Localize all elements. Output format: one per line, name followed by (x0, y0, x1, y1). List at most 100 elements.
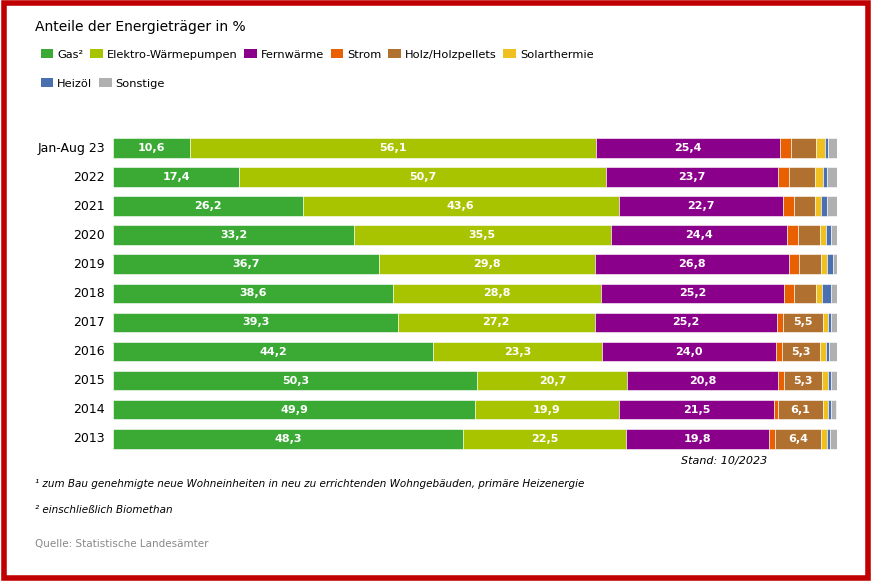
Bar (816, 284, 822, 303)
Text: 24,4: 24,4 (685, 230, 712, 241)
Bar (827, 429, 830, 449)
Text: 35,5: 35,5 (468, 230, 495, 241)
Text: 21,5: 21,5 (683, 404, 710, 415)
Bar (782, 342, 821, 361)
Bar (113, 254, 379, 274)
Bar (596, 138, 780, 158)
Bar (791, 138, 816, 158)
Text: 39,3: 39,3 (242, 317, 269, 328)
Bar (794, 196, 815, 216)
Text: 26,8: 26,8 (678, 259, 705, 270)
Bar (354, 225, 610, 245)
Bar (602, 342, 775, 361)
Text: 56,1: 56,1 (379, 143, 407, 153)
Bar (303, 196, 618, 216)
Bar (477, 371, 627, 390)
Text: 36,7: 36,7 (233, 259, 260, 270)
Bar (190, 138, 596, 158)
Text: 44,2: 44,2 (260, 346, 287, 357)
Bar (828, 400, 831, 419)
Bar (787, 225, 798, 245)
Bar (618, 196, 783, 216)
Text: 6,4: 6,4 (788, 433, 808, 444)
Bar (822, 313, 828, 332)
Text: Quelle: Statistische Landesämter: Quelle: Statistische Landesämter (35, 539, 208, 549)
Bar (825, 138, 828, 158)
Bar (113, 225, 354, 245)
Bar (775, 342, 782, 361)
Text: 10,6: 10,6 (138, 143, 166, 153)
Bar (113, 196, 303, 216)
Bar (392, 284, 601, 303)
Bar (113, 138, 190, 158)
Text: 38,6: 38,6 (239, 288, 267, 299)
Bar (821, 342, 827, 361)
Bar (113, 342, 433, 361)
Text: 5,3: 5,3 (792, 346, 811, 357)
Bar (821, 429, 827, 449)
Bar (831, 313, 837, 332)
Text: 19,9: 19,9 (533, 404, 561, 415)
Bar (113, 400, 474, 419)
Bar (595, 313, 777, 332)
Text: 50,3: 50,3 (282, 375, 309, 386)
Text: 5,5: 5,5 (793, 317, 813, 328)
Bar (610, 225, 787, 245)
Text: 50,7: 50,7 (409, 172, 436, 182)
Text: 23,7: 23,7 (678, 172, 705, 182)
Bar (828, 313, 831, 332)
Bar (821, 254, 827, 274)
Bar (783, 196, 794, 216)
Bar (463, 429, 626, 449)
Bar (783, 313, 822, 332)
Text: 49,9: 49,9 (280, 404, 308, 415)
Bar (113, 167, 239, 187)
Bar (827, 254, 833, 274)
Bar (794, 284, 816, 303)
Bar (239, 167, 606, 187)
Bar (831, 284, 837, 303)
Text: 26,2: 26,2 (194, 201, 222, 211)
Bar (798, 225, 820, 245)
Bar (828, 371, 831, 390)
Bar (833, 254, 837, 274)
Bar (769, 429, 775, 449)
Text: 25,2: 25,2 (678, 288, 706, 299)
Bar (379, 254, 595, 274)
Bar (820, 225, 826, 245)
Text: 27,2: 27,2 (482, 317, 510, 328)
Bar (828, 138, 837, 158)
Bar (821, 196, 827, 216)
Bar (779, 400, 822, 419)
Text: 28,8: 28,8 (483, 288, 511, 299)
Text: 20,7: 20,7 (539, 375, 566, 386)
Bar (815, 196, 821, 216)
Bar (822, 400, 828, 419)
Text: 20,8: 20,8 (689, 375, 716, 386)
Text: ¹ zum Bau genehmigte neue Wohneinheiten in neu zu errichtenden Wohngebäuden, pri: ¹ zum Bau genehmigte neue Wohneinheiten … (35, 479, 584, 489)
Bar (827, 167, 837, 187)
Bar (784, 284, 794, 303)
Bar (816, 138, 825, 158)
Bar (780, 138, 791, 158)
Bar (831, 371, 837, 390)
Legend: Heizöl, Sonstige: Heizöl, Sonstige (41, 78, 165, 89)
Text: 29,8: 29,8 (473, 259, 501, 270)
Text: 33,2: 33,2 (220, 230, 247, 241)
Text: Anteile der Energieträger in %: Anteile der Energieträger in % (35, 20, 246, 34)
Text: 24,0: 24,0 (675, 346, 703, 357)
Text: 19,8: 19,8 (684, 433, 712, 444)
Bar (626, 429, 769, 449)
Bar (774, 400, 779, 419)
Text: 25,2: 25,2 (672, 317, 699, 328)
Text: 43,6: 43,6 (447, 201, 474, 211)
Bar (788, 167, 815, 187)
Text: 48,3: 48,3 (275, 433, 302, 444)
Bar (398, 313, 595, 332)
Bar (800, 254, 821, 274)
Text: 23,3: 23,3 (504, 346, 531, 357)
Bar (826, 225, 831, 245)
Text: 6,1: 6,1 (791, 404, 810, 415)
Bar (606, 167, 778, 187)
Bar (778, 371, 784, 390)
